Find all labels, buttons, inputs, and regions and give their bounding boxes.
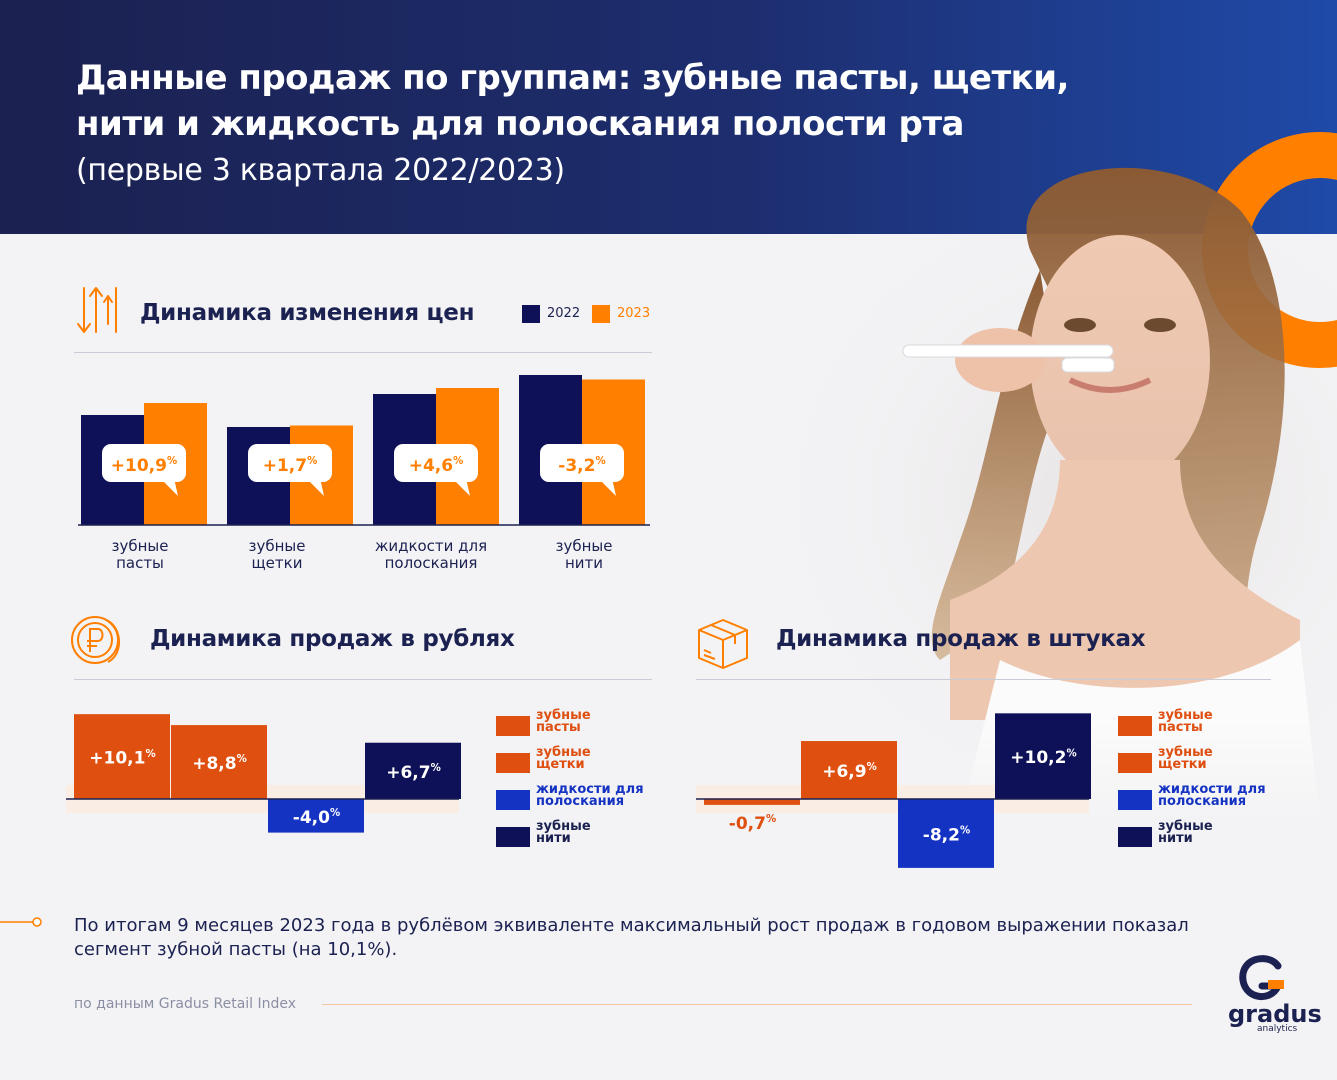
rub-legend-label: зубные пасты: [536, 708, 591, 735]
source-divider: [322, 1004, 1192, 1005]
legend-2023-label: 2023: [617, 306, 651, 321]
units-legend-label: зубные нити: [1158, 819, 1213, 846]
rub-value-label: +10,1%: [89, 749, 155, 769]
price-category-label: зубные щетки: [207, 538, 347, 572]
price-category-line: полоскания: [384, 554, 478, 572]
price-chart: +10,9% +1,7% +4,6% -3,2%: [78, 375, 650, 526]
units-bar-3: [995, 713, 1091, 799]
units-bar-1: [801, 741, 897, 799]
price-change-bubble: +10,9%: [102, 444, 186, 496]
units-legend-swatch: [1118, 827, 1152, 847]
source-note: по данным Gradus Retail Index: [74, 996, 297, 1012]
price-section-title: Динамика изменения цен: [140, 300, 475, 326]
rub-legend-swatch: [496, 753, 530, 773]
rub-section-divider: [74, 679, 652, 680]
header-banner: Данные продаж по группам: зубные пасты, …: [0, 0, 1337, 234]
summary-text: По итогам 9 месяцев 2023 года в рублёвом…: [74, 915, 1189, 960]
legend-2022-label: 2022: [547, 306, 581, 321]
units-legend-label: зубные щетки: [1158, 745, 1213, 772]
legend-2022-swatch: [522, 305, 540, 323]
units-chart: -0,7% +6,9% -8,2% +10,2%: [696, 713, 1091, 868]
units-bar-0: [704, 799, 800, 805]
rub-value-label: -4,0%: [293, 808, 340, 828]
rub-legend-line: жидкости для: [536, 782, 644, 797]
box-icon: [698, 619, 748, 669]
units-legend-line: нити: [1158, 831, 1193, 846]
price-change-label: +10,9%: [111, 456, 177, 476]
units-legend-line: зубные: [1158, 745, 1213, 760]
units-legend-swatch: [1118, 790, 1152, 810]
rub-legend-line: пасты: [536, 720, 581, 735]
units-legend-line: пасты: [1158, 720, 1203, 735]
gradus-logo-icon: [1239, 955, 1284, 1001]
brand-subtitle: analytics: [1257, 1024, 1298, 1034]
toothbrush-icon: [902, 344, 1114, 358]
price-section-divider: [74, 352, 652, 353]
rub-legend-line: нити: [536, 831, 571, 846]
ruble-coin-icon: [71, 616, 120, 664]
price-change-bubble: +1,7%: [248, 444, 332, 496]
price-category-line: щетки: [251, 554, 303, 572]
units-value-label: +6,9%: [822, 762, 877, 782]
legend-2023-swatch: [592, 305, 610, 323]
page-subtitle: (первые 3 квартала 2022/2023): [76, 153, 565, 188]
price-change-bubble: +4,6%: [394, 444, 478, 496]
page-title-line2: нити и жидкость для полоскания полости р…: [76, 104, 965, 144]
rub-value-label: +6,7%: [386, 763, 441, 783]
price-category-label: зубные пасты: [70, 538, 210, 572]
rub-bar-2: [268, 799, 364, 833]
rub-legend-swatch: [496, 827, 530, 847]
units-legend-label: жидкости для полоскания: [1158, 782, 1266, 809]
rub-bar-1: [171, 725, 267, 799]
price-change-label: +4,6%: [409, 456, 464, 476]
price-category-line: нити: [564, 554, 604, 572]
units-value-label: -0,7%: [729, 814, 776, 834]
brand-name: gradus: [1228, 1000, 1322, 1028]
price-change-label: -3,2%: [558, 456, 605, 476]
summary-bullet-line: [0, 917, 42, 927]
price-change-label: +1,7%: [263, 456, 318, 476]
units-section-divider: [696, 679, 1271, 680]
units-legend-swatch: [1118, 753, 1152, 773]
price-category-line: зубные: [248, 537, 306, 555]
rub-legend-line: зубные: [536, 819, 591, 834]
rub-value-label: +8,8%: [192, 754, 247, 774]
up-down-arrows-icon: [77, 287, 117, 333]
price-category-label: жидкости для полоскания: [361, 538, 501, 572]
units-legend-swatch: [1118, 716, 1152, 736]
price-category-line: зубные: [555, 537, 613, 555]
price-category-line: пасты: [116, 554, 164, 572]
price-category-line: зубные: [111, 537, 169, 555]
rub-legend-label: зубные нити: [536, 819, 591, 846]
rub-legend-line: щетки: [536, 757, 585, 772]
rub-section-title: Динамика продаж в рублях: [150, 626, 515, 652]
units-legend-line: полоскания: [1158, 794, 1247, 809]
units-section-title: Динамика продаж в штуках: [776, 626, 1146, 652]
units-legend-line: жидкости для: [1158, 782, 1266, 797]
units-value-label: -8,2%: [923, 825, 970, 845]
price-change-bubble: -3,2%: [540, 444, 624, 496]
page-title-line1: Данные продаж по группам: зубные пасты, …: [76, 58, 1069, 98]
rub-legend-line: зубные: [536, 745, 591, 760]
units-legend-line: зубные: [1158, 708, 1213, 723]
units-legend-line: щетки: [1158, 757, 1207, 772]
rub-legend-swatch: [496, 716, 530, 736]
rub-chart: +10,1% +8,8% -4,0% +6,7%: [66, 714, 461, 833]
rub-legend-label: жидкости для полоскания: [536, 782, 644, 809]
units-legend-line: зубные: [1158, 819, 1213, 834]
price-category-line: жидкости для: [374, 537, 488, 555]
rub-legend-line: зубные: [536, 708, 591, 723]
rub-bar-3: [365, 742, 461, 799]
rub-legend-line: полоскания: [536, 794, 625, 809]
units-legend-label: зубные пасты: [1158, 708, 1213, 735]
rub-legend-label: зубные щетки: [536, 745, 591, 772]
units-value-label: +10,2%: [1010, 748, 1076, 768]
price-category-label: зубные нити: [514, 538, 654, 572]
rub-bar-0: [74, 714, 170, 799]
rub-legend-swatch: [496, 790, 530, 810]
units-bar-2: [898, 799, 994, 868]
